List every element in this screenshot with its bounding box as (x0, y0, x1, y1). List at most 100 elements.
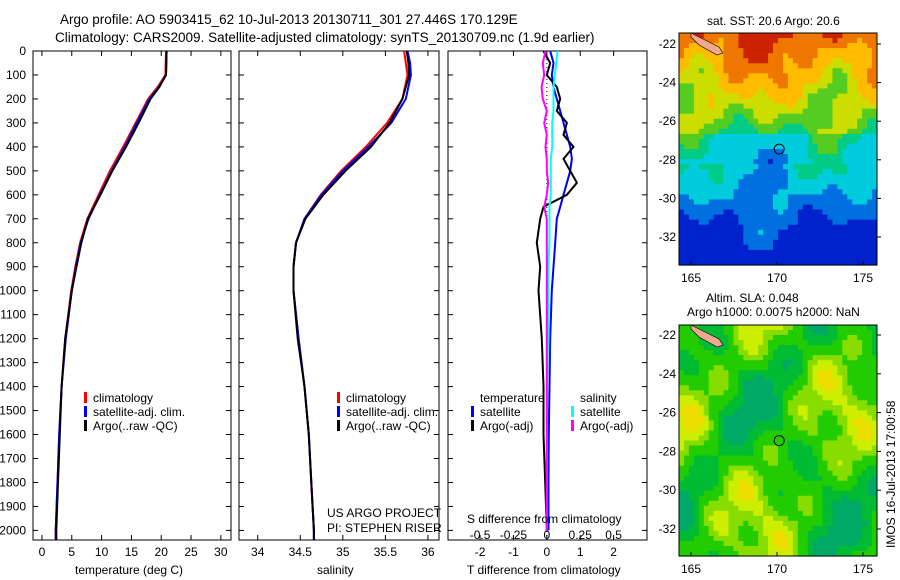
map-cell (758, 209, 764, 216)
map-cell (738, 530, 744, 537)
map-cell (792, 68, 799, 74)
map-cell (832, 154, 838, 160)
map-cell (783, 475, 789, 482)
map-cell (857, 505, 863, 512)
map-cell (822, 249, 828, 256)
map-cell (827, 505, 833, 512)
map-cell (837, 505, 843, 512)
map-cell (797, 490, 804, 497)
map-cell (872, 370, 878, 376)
map-cell (832, 88, 838, 95)
map-cell (832, 430, 838, 437)
map-cell (693, 440, 700, 447)
map-cell (703, 260, 710, 266)
map-cell (723, 53, 729, 59)
map-cell (847, 58, 853, 64)
map-cell (723, 425, 729, 431)
map-cell (743, 209, 749, 216)
map-cell (872, 355, 878, 361)
map-cell (867, 380, 873, 386)
map-cell (698, 355, 705, 361)
map-cell (743, 440, 749, 447)
map-cell (872, 63, 878, 69)
map-cell (713, 53, 720, 59)
map-cell (758, 520, 764, 527)
map-cell (773, 123, 779, 130)
map-cell (753, 365, 759, 371)
map-cell (768, 485, 774, 492)
map-cell (842, 415, 848, 421)
map-cell (807, 113, 814, 120)
map-cell (758, 179, 764, 185)
map-cell (733, 340, 739, 346)
map-cell (773, 360, 779, 366)
map-cell (832, 350, 838, 356)
map-cell (713, 365, 720, 371)
map-cell (778, 149, 784, 155)
map-cell (679, 360, 685, 366)
map-cell (867, 490, 873, 497)
map-cell (787, 234, 794, 241)
map-cell (802, 209, 809, 216)
map-cell (862, 485, 868, 492)
map-cell (748, 510, 754, 517)
map-cell (812, 103, 819, 110)
map-cell (817, 460, 824, 467)
map-cell (847, 325, 853, 331)
map-cell (787, 184, 794, 190)
map-cell (758, 194, 764, 200)
map-cell (688, 73, 695, 79)
map-cell (733, 445, 739, 452)
map-cell (827, 204, 833, 211)
map-cell (787, 435, 794, 442)
map-cell (792, 33, 799, 39)
map-cell (684, 385, 690, 391)
map-cell (713, 410, 720, 416)
map-cell (842, 425, 848, 431)
map-cell (797, 179, 804, 185)
map-cell (713, 93, 720, 100)
legend-salinity-title: salinity (580, 391, 617, 405)
map-cell (738, 48, 744, 54)
map-cell (837, 234, 843, 241)
map-cell (842, 58, 848, 64)
map-cell (787, 194, 794, 200)
map-cell (743, 405, 749, 411)
map-cell (807, 244, 814, 251)
map-cell (713, 154, 720, 160)
map-cell (738, 138, 744, 145)
map-cell (723, 118, 729, 125)
map-cell (837, 551, 843, 557)
map-cell (748, 88, 754, 95)
map-cell (832, 525, 838, 532)
map-cell (783, 410, 789, 416)
map-cell (787, 335, 794, 341)
map-cell (842, 63, 848, 69)
map-cell (733, 128, 739, 135)
map-cell (802, 159, 809, 165)
map-cell (698, 98, 705, 105)
map-cell (852, 325, 858, 331)
map-cell (857, 260, 863, 266)
map-cell (768, 224, 774, 231)
map-cell (872, 244, 878, 251)
map-cell (822, 500, 828, 507)
map-cell (753, 395, 759, 401)
map-cell (797, 249, 804, 256)
map-cell (708, 204, 715, 211)
map-cell (738, 204, 744, 211)
map-cell (847, 495, 853, 502)
map-cell (832, 234, 838, 241)
map-cell (852, 33, 858, 39)
map-cell (778, 460, 784, 467)
map-cell (872, 395, 878, 401)
map-cell (698, 189, 705, 195)
map-cell (783, 234, 789, 241)
map-cell (867, 128, 873, 135)
map-cell (738, 189, 744, 195)
map-cell (797, 420, 804, 426)
map-cell (738, 38, 744, 44)
map-cell (872, 118, 878, 125)
map-cell (837, 410, 843, 416)
map-cell (852, 410, 858, 416)
